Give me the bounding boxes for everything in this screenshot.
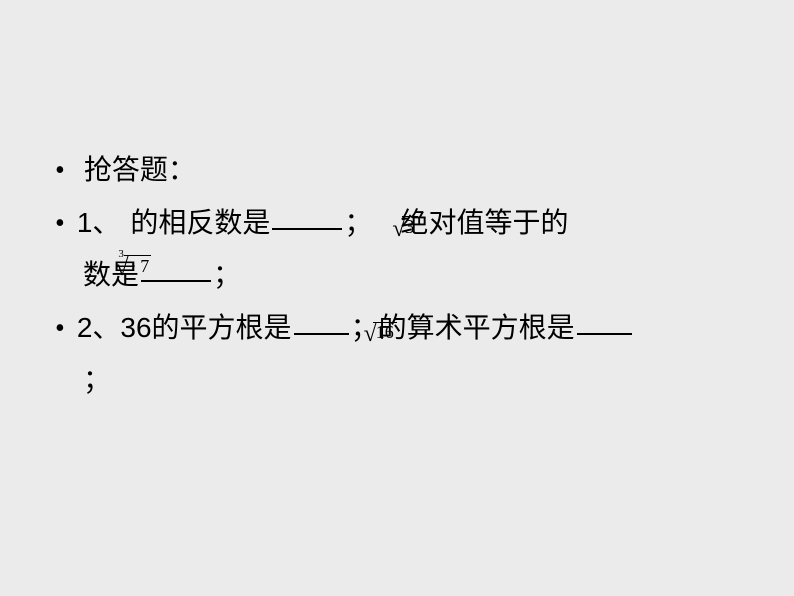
bullet: • xyxy=(55,308,65,350)
q1-part1-after: ； xyxy=(344,203,372,245)
q2-line2: ； xyxy=(55,360,754,402)
title-line: • 抢答题： xyxy=(55,150,754,192)
slide-content: • 抢答题： • 1、 3 √− 7 的相反数是 ； √3 绝 对值等于的 数是… xyxy=(55,150,754,412)
bullet: • xyxy=(55,203,65,245)
q1-line2-end: ； xyxy=(213,255,241,297)
blank-1 xyxy=(272,202,342,230)
sqrt3-container: √3 绝 xyxy=(400,203,428,245)
sqrt16-container: √16 的 xyxy=(379,308,407,350)
q1-number: 1、 xyxy=(77,202,121,244)
q2-part2: 算术平方根是 xyxy=(407,308,575,350)
bullet: • xyxy=(55,150,65,192)
q1-part1-before: 的相反数是 xyxy=(130,203,270,245)
q1-part2: 对值等于的 xyxy=(428,203,568,245)
blank-3 xyxy=(294,307,349,335)
q1-line2: 数是 ； xyxy=(55,255,754,297)
title-text: 抢答题： xyxy=(77,150,196,192)
q2-part1: 36的平方根是 xyxy=(120,307,291,350)
q2-number: 2、 xyxy=(77,307,121,349)
q2-line1: • 2、 36的平方根是 ； √16 的 算术平方根是 xyxy=(55,307,754,350)
blank-2 xyxy=(141,254,211,282)
blank-4 xyxy=(577,307,632,335)
q2-line2-text: ； xyxy=(83,360,111,402)
q1-line1: • 1、 3 √− 7 的相反数是 ； √3 绝 对值等于的 xyxy=(55,202,754,245)
